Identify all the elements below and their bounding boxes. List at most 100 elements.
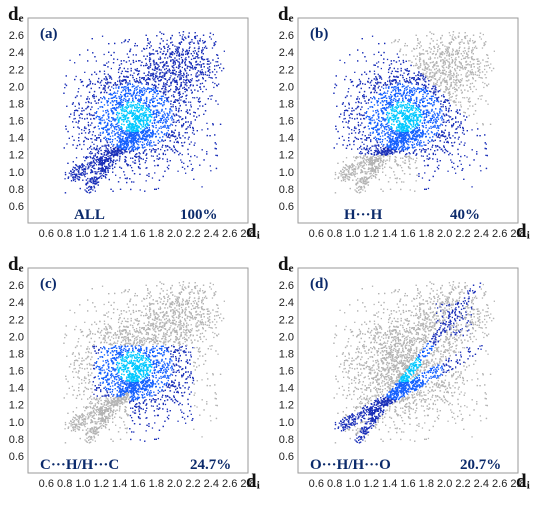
data-point: [158, 114, 160, 117]
data-point: [170, 75, 172, 77]
data-point: [193, 111, 195, 113]
data-point: [121, 147, 123, 150]
data-point: [122, 80, 124, 82]
data-point: [108, 119, 110, 122]
data-point: [142, 104, 145, 107]
data-point: [120, 72, 123, 75]
data-point: [167, 129, 169, 132]
data-point: [142, 131, 144, 133]
data-point: [118, 137, 120, 139]
data-point: [149, 91, 151, 93]
data-point: [100, 175, 102, 177]
data-point: [126, 143, 128, 145]
data-point: [216, 54, 218, 56]
data-point: [206, 74, 208, 76]
data-point: [83, 129, 85, 132]
data-point: [129, 152, 131, 154]
data-point: [116, 154, 119, 156]
data-point: [100, 170, 102, 172]
data-point: [145, 115, 147, 117]
data-point: [160, 148, 162, 151]
data-point: [186, 127, 188, 130]
data-point: [204, 80, 207, 82]
data-point: [108, 85, 110, 87]
data-point: [211, 77, 213, 79]
data-point: [201, 149, 203, 151]
data-point: [103, 97, 106, 99]
data-point: [177, 140, 179, 143]
data-point: [133, 132, 136, 134]
data-point: [93, 97, 95, 99]
data-point: [83, 156, 85, 158]
data-point: [172, 113, 175, 115]
data-point: [169, 111, 171, 113]
data-point: [115, 85, 117, 87]
data-point: [139, 156, 141, 159]
data-point: [67, 177, 69, 179]
data-point: [138, 133, 140, 136]
data-point: [134, 106, 136, 109]
data-point: [119, 128, 121, 130]
data-point: [94, 148, 97, 151]
data-point: [202, 91, 204, 93]
data-point: [144, 138, 146, 140]
data-point: [162, 152, 164, 155]
data-point: [106, 100, 108, 102]
data-point: [128, 125, 130, 127]
data-point: [97, 181, 99, 183]
data-point: [154, 88, 156, 90]
data-point: [132, 100, 134, 102]
data-point: [190, 141, 192, 143]
data-point: [121, 132, 123, 134]
data-point: [177, 170, 179, 172]
data-point: [118, 64, 121, 66]
data-point: [175, 81, 178, 83]
data-point: [182, 76, 185, 78]
data-point: [136, 127, 138, 129]
data-point: [206, 47, 208, 49]
data-point: [127, 118, 129, 120]
data-point: [124, 118, 127, 120]
data-point: [130, 127, 132, 129]
data-point: [194, 155, 196, 157]
data-point: [129, 120, 131, 122]
data-point: [202, 72, 204, 74]
data-point: [137, 73, 140, 75]
data-point: [158, 80, 160, 82]
data-point: [173, 141, 175, 143]
data-point: [137, 156, 139, 158]
data-point: [125, 139, 128, 141]
data-point: [98, 161, 100, 163]
data-point: [147, 109, 149, 112]
data-point: [199, 70, 201, 72]
data-point: [146, 116, 148, 118]
data-point: [184, 84, 186, 86]
data-point: [137, 125, 140, 127]
data-point: [177, 141, 179, 144]
data-point: [133, 126, 135, 128]
data-point: [117, 145, 119, 148]
data-point: [99, 162, 101, 164]
data-point: [127, 143, 129, 146]
data-point: [196, 53, 198, 55]
data-point: [115, 154, 117, 156]
data-point: [72, 176, 74, 178]
data-point: [148, 111, 151, 113]
data-point: [164, 78, 167, 80]
data-point: [74, 180, 77, 182]
data-point: [178, 154, 180, 156]
data-point: [127, 87, 129, 89]
data-point: [75, 169, 77, 171]
data-point: [98, 157, 101, 159]
data-point: [103, 53, 105, 56]
data-point: [167, 114, 169, 116]
data-point: [162, 153, 164, 156]
data-point: [157, 139, 159, 142]
data-point: [145, 78, 148, 81]
data-point: [119, 116, 121, 118]
data-point: [140, 107, 142, 109]
data-point: [120, 105, 122, 107]
data-point: [192, 127, 194, 130]
data-point: [179, 86, 181, 88]
data-point: [133, 143, 135, 145]
